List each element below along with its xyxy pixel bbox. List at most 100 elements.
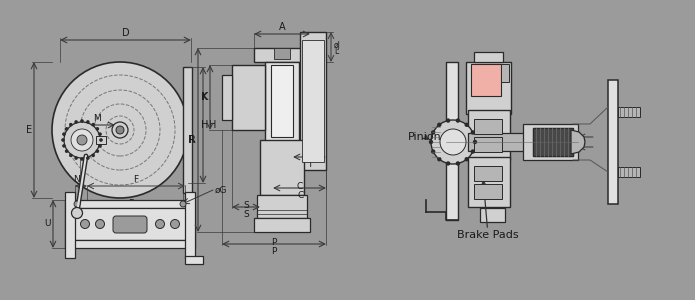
Text: F: F (133, 175, 138, 184)
Text: L: L (334, 47, 338, 56)
Bar (618, 167, 640, 177)
Circle shape (112, 122, 128, 138)
Circle shape (62, 132, 66, 136)
Text: S: S (243, 201, 249, 210)
Circle shape (98, 132, 102, 136)
Text: P: P (271, 247, 277, 256)
Text: Pinion: Pinion (408, 132, 442, 142)
Circle shape (52, 62, 188, 198)
Bar (471, 64, 501, 96)
Text: M: M (94, 114, 101, 123)
Bar (65, 200, 195, 208)
Circle shape (61, 138, 65, 142)
Text: A: A (279, 22, 286, 32)
Text: øJ: øJ (334, 40, 341, 50)
Circle shape (86, 120, 90, 124)
Circle shape (180, 201, 186, 207)
Circle shape (98, 144, 102, 148)
Bar (65, 208, 195, 240)
Bar (468, 133, 573, 151)
Text: C: C (296, 182, 302, 191)
Circle shape (80, 157, 84, 161)
Bar (257, 195, 307, 218)
Bar (474, 52, 503, 62)
Circle shape (65, 127, 68, 130)
Bar (265, 62, 299, 142)
Circle shape (156, 220, 165, 229)
Bar (468, 110, 510, 160)
Circle shape (464, 157, 469, 161)
Text: C: C (297, 191, 304, 200)
Text: K: K (201, 92, 207, 103)
Text: K: K (202, 92, 208, 103)
Circle shape (65, 149, 68, 153)
Circle shape (96, 149, 99, 153)
Bar (274, 48, 290, 59)
Circle shape (74, 156, 78, 160)
Bar (232, 65, 265, 130)
Bar (446, 62, 458, 220)
Text: S: S (243, 210, 249, 219)
Bar (65, 192, 75, 258)
Circle shape (471, 149, 475, 154)
Text: øG: øG (215, 185, 227, 194)
Circle shape (91, 123, 95, 126)
Circle shape (71, 129, 93, 151)
Circle shape (170, 220, 179, 229)
Circle shape (456, 161, 460, 166)
Bar (65, 240, 195, 248)
Circle shape (99, 138, 103, 142)
Bar (608, 80, 618, 204)
Bar (260, 140, 304, 195)
Circle shape (81, 220, 90, 229)
Text: U: U (44, 220, 51, 229)
Circle shape (431, 149, 435, 154)
Text: B: B (129, 199, 135, 208)
Text: N: N (74, 175, 81, 184)
Bar (474, 166, 502, 181)
Circle shape (440, 129, 466, 155)
Circle shape (72, 208, 83, 218)
Bar (185, 192, 195, 258)
Circle shape (74, 201, 80, 207)
Text: R: R (188, 135, 195, 145)
Bar (466, 62, 511, 114)
Bar (185, 256, 203, 264)
Bar (468, 157, 510, 207)
Bar (271, 65, 293, 137)
Circle shape (96, 127, 99, 130)
Circle shape (446, 161, 450, 166)
Bar (96, 136, 106, 144)
Text: H: H (201, 120, 208, 130)
Bar (533, 128, 573, 156)
Text: R: R (189, 135, 196, 145)
Text: Brake Pads: Brake Pads (457, 181, 518, 240)
Circle shape (437, 157, 441, 161)
Circle shape (446, 118, 450, 123)
Text: P: P (271, 238, 277, 247)
Circle shape (77, 135, 87, 145)
Circle shape (91, 154, 95, 157)
Circle shape (437, 123, 441, 127)
Bar (254, 48, 310, 62)
Circle shape (431, 130, 435, 135)
Circle shape (431, 120, 475, 164)
Bar (474, 184, 502, 199)
FancyBboxPatch shape (113, 216, 147, 233)
Bar (523, 124, 578, 160)
Circle shape (464, 123, 469, 127)
Text: T: T (306, 160, 312, 169)
Circle shape (86, 156, 90, 160)
Bar (222, 75, 232, 120)
Circle shape (64, 122, 100, 158)
Circle shape (69, 123, 73, 126)
Circle shape (116, 126, 124, 134)
Bar (474, 119, 502, 134)
Circle shape (74, 120, 78, 124)
Bar (254, 218, 310, 232)
Circle shape (62, 144, 66, 148)
Bar (300, 32, 326, 170)
Circle shape (456, 118, 460, 123)
Circle shape (69, 154, 73, 157)
Text: H: H (209, 120, 216, 130)
